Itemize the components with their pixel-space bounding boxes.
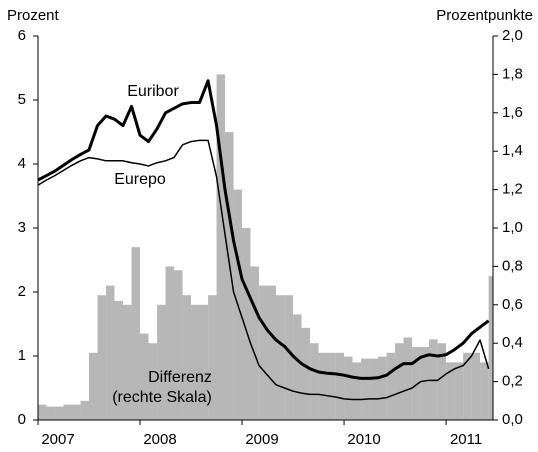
y-tick-label: 5 [18,91,26,108]
bar [216,74,225,421]
bar [259,285,268,420]
bar [71,404,81,420]
bar [131,247,141,420]
bar [114,300,123,420]
bar [122,304,132,420]
bar [463,352,472,420]
bar [276,295,285,420]
bar [106,285,115,420]
y-tick-label: 2 [18,283,26,300]
bar [165,266,174,420]
y2-tick-label: 0,0 [502,411,523,428]
bar [63,404,72,420]
bar [284,295,294,420]
line [37,139,490,401]
bar [412,347,421,420]
bar [267,285,277,420]
annotation: Eurepo [114,171,166,188]
bar [335,352,345,420]
bar [148,343,158,420]
y2-tick-label: 2,0 [502,27,523,44]
bar [250,266,260,420]
bar [191,304,200,420]
bar [46,406,56,420]
bar [420,347,430,420]
y2-tick-label: 1,4 [502,142,523,159]
annotation: (rechte Skala) [112,389,212,406]
bar [97,295,107,420]
y2-tick-label: 0,2 [502,373,523,390]
bar [89,352,98,420]
bar [344,356,353,420]
bar [55,406,64,420]
y-tick-label: 1 [18,347,26,364]
x-tick-label: 2009 [245,431,278,448]
bar [361,358,370,420]
bar [140,333,149,420]
bar [318,352,328,420]
bar [386,352,396,420]
bar [38,404,47,420]
x-tick-label: 2010 [347,431,380,448]
bar [173,270,183,420]
bar [454,362,464,420]
bar [301,327,311,420]
y-tick-label: 6 [18,27,26,44]
y2-tick-label: 1,0 [502,219,523,236]
bar [327,352,336,420]
bar [208,295,217,420]
y2-axis-label: Prozentpunkte [436,7,533,24]
bar [182,295,192,420]
bar [199,304,209,420]
y-tick-label: 0 [18,411,26,428]
bar [310,343,319,420]
y2-tick-label: 0,6 [502,296,523,313]
y2-tick-label: 1,8 [502,65,523,82]
bar [480,362,489,420]
x-tick-label: 2007 [41,431,74,448]
bar [378,356,387,420]
bar [369,358,379,420]
x-tick-label: 2011 [450,431,482,448]
bar [293,314,302,420]
x-tick-label: 2008 [143,431,176,448]
bar [437,343,447,420]
y-tick-label: 3 [18,219,26,236]
y2-tick-label: 0,8 [502,257,523,274]
y-axis-label: Prozent [7,7,60,24]
bar [80,400,90,420]
annotation: Euribor [127,83,179,100]
annotation: Differenz [148,369,212,386]
y2-tick-label: 1,6 [502,104,523,121]
y2-tick-label: 1,2 [502,181,523,198]
bar [395,343,404,420]
bar [352,362,362,420]
line [37,79,490,380]
bar [471,352,481,420]
y-tick-label: 4 [18,155,26,172]
bar [242,228,251,420]
bar [446,362,455,420]
bar [224,132,234,420]
bar [403,337,413,420]
bar [488,276,493,420]
bar [157,304,166,420]
y2-tick-label: 0,4 [502,334,523,351]
